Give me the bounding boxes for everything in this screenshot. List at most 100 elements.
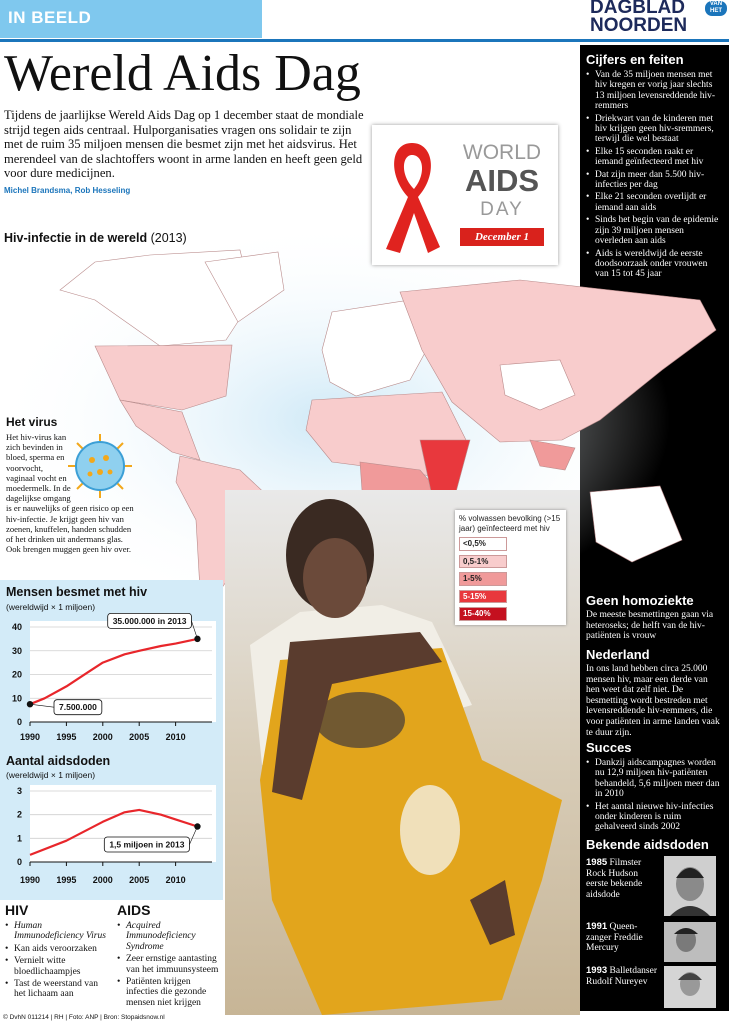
- y-tick-label: 10: [12, 693, 22, 703]
- virus-title: Het virus: [6, 415, 58, 429]
- famous-item: 1991 Queen-zanger Freddie Mercury: [586, 921, 662, 954]
- homo-title: Geen homoziekte: [586, 593, 694, 608]
- map-year: (2013): [150, 231, 187, 245]
- intro: Tijdens de jaarlijkse Wereld Aids Dag op…: [4, 108, 364, 181]
- legend-item: 1-5%: [459, 572, 507, 586]
- aids-title: AIDS: [117, 902, 151, 918]
- fact: Van de 35 miljoen mensen met hiv kregen …: [586, 70, 722, 112]
- hiv-title: HIV: [5, 902, 29, 918]
- hiv-block: HIV Human Immunodeficiency Virus Kan aid…: [5, 902, 111, 1002]
- y-tick-label: 3: [17, 786, 22, 796]
- byline: Michel Brandsma, Rob Hesseling: [4, 186, 131, 195]
- hiv-subtitle: Human Immunodeficiency Virus: [5, 921, 111, 942]
- famous-text: Queen-zanger Freddie Mercury: [586, 922, 643, 954]
- succes-block: Succes Dankzij aidscampagnes worden nu 1…: [586, 740, 722, 835]
- y-tick-label: 40: [12, 622, 22, 632]
- chart-subtitle: (wereldwijd × 1 miljoen): [6, 770, 95, 780]
- x-tick-label: 1995: [56, 875, 76, 885]
- x-tick-label: 1990: [20, 732, 40, 742]
- facts-list: Van de 35 miljoen mensen met hiv kregen …: [586, 70, 722, 280]
- data-line: [29, 637, 198, 706]
- hiv-list: Human Immunodeficiency Virus Kan aids ve…: [5, 921, 111, 1000]
- annotation: 7.500.000: [59, 702, 97, 712]
- hiv-item: Tast de weerstand van het lichaam aan: [5, 979, 111, 1000]
- chart-title: Mensen besmet met hiv: [6, 585, 147, 599]
- chart-infected: Mensen besmet met hiv (wereldwijd × 1 mil…: [6, 585, 216, 742]
- nederland-title: Nederland: [586, 647, 650, 662]
- legend-title: % volwassen bevolking (>15 jaar) geïnfec…: [459, 514, 561, 533]
- y-tick-label: 20: [12, 670, 22, 680]
- facts: Cijfers en feiten Van de 35 miljoen mens…: [586, 52, 722, 282]
- legend-item: 15-40%: [459, 607, 507, 621]
- badge-line: AIDS: [464, 163, 540, 198]
- x-tick-label: 2000: [93, 875, 113, 885]
- x-tick-label: 2005: [129, 732, 149, 742]
- section-label: IN BEELD: [8, 8, 92, 27]
- virus-text: Het hiv-virus kan zich bevinden in bloed…: [6, 432, 138, 554]
- annotation-leader: [191, 620, 198, 639]
- map-title: Hiv-infectie in de wereld: [4, 231, 148, 245]
- world-map: [59, 249, 717, 597]
- famous-title: Bekende aidsdoden: [586, 837, 709, 852]
- famous-text: Filmster Rock Hudson eerste bekende aids…: [586, 858, 643, 900]
- famous-text: Balletdanser Rudolf Nureyev: [586, 966, 657, 987]
- chart-subtitle: (wereldwijd × 1 miljoen): [6, 602, 95, 612]
- y-tick-label: 0: [17, 857, 22, 867]
- x-tick-label: 1990: [20, 875, 40, 885]
- succes-item: Het aantal nieuwe hiv-infecties onder ki…: [586, 802, 722, 833]
- badge-line: WORLD: [462, 141, 542, 164]
- homo-text: De meeste besmettingen gaan via heterose…: [586, 610, 714, 642]
- famous-year: 1991: [586, 921, 608, 932]
- virus-copy: Het hiv-virus kan zich bevinden in bloed…: [6, 432, 134, 555]
- annotation: 1,5 miljoen in 2013: [109, 840, 184, 850]
- page-title: Wereld Aids Dag: [4, 45, 361, 102]
- photo-pattern: [400, 785, 460, 875]
- y-tick-label: 30: [12, 646, 22, 656]
- famous-year: 1985: [586, 857, 608, 868]
- famous-year: 1993: [586, 965, 608, 976]
- map-heading: Hiv-infectie in de wereld (2013): [4, 231, 187, 245]
- badge-ribbon: December 1: [460, 228, 544, 246]
- hiv-item: Vernielt witte bloedlichaampjes: [5, 956, 111, 977]
- fact: Dat zijn meer dan 5.500 hiv-infecties pe…: [586, 170, 722, 191]
- aids-list: Acquired Immunodeficiency Syndrome Zeer …: [117, 921, 223, 1008]
- header-rule: [0, 39, 729, 42]
- chart-title: Aantal aidsdoden: [6, 754, 110, 768]
- aids-item: Zeer ernstige aantasting van het immuuns…: [117, 954, 223, 975]
- legend-item: 0,5-1%: [459, 554, 507, 568]
- country: [94, 344, 233, 411]
- y-tick-label: 1: [17, 833, 22, 843]
- legend-items: <0,5% 0,5-1% 1-5% 5-15% 15-40%: [459, 537, 562, 621]
- annotation-leader: [29, 703, 55, 708]
- famous-block: Bekende aidsdoden: [586, 837, 722, 852]
- country: [499, 359, 576, 411]
- fact: Aids is wereldwijd de eerste doodsoorzaa…: [586, 249, 722, 280]
- legend-item: 5-15%: [459, 589, 507, 603]
- aids-block: AIDS Acquired Immunodeficiency Syndrome …: [117, 902, 223, 1010]
- aids-subtitle: Acquired Immunodeficiency Syndrome: [117, 921, 223, 952]
- famous-item: 1993 Balletdanser Rudolf Nureyev: [586, 965, 662, 987]
- country: [119, 399, 201, 461]
- photo-hand: [470, 880, 515, 945]
- x-tick-label: 2005: [129, 875, 149, 885]
- country: [204, 251, 285, 323]
- succes-item: Dankzij aidscampagnes worden nu 12,9 mil…: [586, 758, 722, 800]
- fact: Sinds het begin van de epidemie zijn 39 …: [586, 215, 722, 246]
- country: [589, 485, 683, 563]
- ribbon: [386, 143, 440, 253]
- fact: Driekwart van de kinderen met hiv krijge…: [586, 114, 722, 145]
- world-aids-day-badge: WORLD AIDS DAY December 1: [372, 125, 558, 265]
- country: [321, 299, 433, 397]
- country: [529, 439, 576, 471]
- logo-badge: VAN HET: [705, 1, 727, 16]
- portraits: [664, 856, 716, 1008]
- legend-item: <0,5%: [459, 537, 507, 551]
- x-tick-label: 2010: [166, 875, 186, 885]
- map-legend: % volwassen bevolking (>15 jaar) geïnfec…: [455, 510, 566, 625]
- logo-top: DAGBLAD: [590, 0, 685, 18]
- succes-title: Succes: [586, 740, 632, 755]
- facts-title: Cijfers en feiten: [586, 52, 684, 67]
- aids-item: Patiënten krijgen infecties die gezonde …: [117, 977, 223, 1008]
- succes-list: Dankzij aidscampagnes worden nu 12,9 mil…: [586, 758, 722, 833]
